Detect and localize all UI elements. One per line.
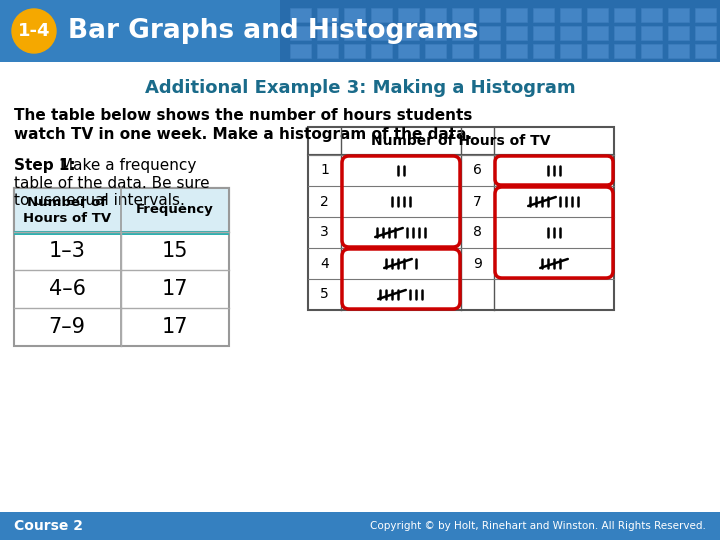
Bar bbox=[398, 26, 419, 40]
Bar bbox=[479, 44, 500, 58]
Bar bbox=[0, 512, 720, 540]
Bar bbox=[371, 44, 392, 58]
Bar bbox=[0, 0, 720, 62]
Bar bbox=[317, 44, 338, 58]
Bar bbox=[479, 26, 500, 40]
Bar bbox=[587, 26, 608, 40]
Bar bbox=[533, 26, 554, 40]
Bar bbox=[308, 127, 614, 155]
Bar bbox=[695, 8, 716, 22]
Bar bbox=[344, 26, 365, 40]
Bar bbox=[587, 8, 608, 22]
Bar bbox=[371, 26, 392, 40]
Text: 6: 6 bbox=[473, 164, 482, 178]
Text: 9: 9 bbox=[473, 256, 482, 271]
Bar bbox=[14, 188, 229, 346]
Bar bbox=[668, 44, 689, 58]
Bar bbox=[587, 44, 608, 58]
Bar bbox=[14, 231, 229, 235]
Text: to use equal intervals.: to use equal intervals. bbox=[14, 193, 185, 208]
Text: Bar Graphs and Histograms: Bar Graphs and Histograms bbox=[68, 18, 479, 44]
Text: 17: 17 bbox=[162, 317, 188, 337]
Text: Make a frequency: Make a frequency bbox=[60, 158, 197, 173]
Text: 7: 7 bbox=[473, 194, 482, 208]
Bar bbox=[452, 26, 473, 40]
Bar bbox=[641, 44, 662, 58]
Circle shape bbox=[12, 9, 56, 53]
Text: 5: 5 bbox=[320, 287, 329, 301]
Bar bbox=[560, 44, 581, 58]
Bar bbox=[371, 8, 392, 22]
Text: Step 1:: Step 1: bbox=[14, 158, 76, 173]
Bar bbox=[290, 8, 311, 22]
Text: Course 2: Course 2 bbox=[14, 519, 83, 533]
Bar bbox=[479, 8, 500, 22]
Bar bbox=[695, 44, 716, 58]
Bar bbox=[317, 8, 338, 22]
Bar bbox=[560, 26, 581, 40]
Bar bbox=[317, 26, 338, 40]
Bar bbox=[695, 26, 716, 40]
Bar bbox=[290, 26, 311, 40]
Text: Additional Example 3: Making a Histogram: Additional Example 3: Making a Histogram bbox=[145, 79, 575, 97]
Text: 15: 15 bbox=[162, 241, 188, 261]
Text: 4–6: 4–6 bbox=[48, 279, 86, 299]
Bar bbox=[614, 8, 635, 22]
Bar bbox=[14, 188, 229, 232]
Text: Number of Hours of TV: Number of Hours of TV bbox=[372, 134, 551, 148]
Text: Frequency: Frequency bbox=[136, 204, 214, 217]
Bar bbox=[308, 155, 614, 310]
Bar bbox=[641, 8, 662, 22]
Bar bbox=[614, 26, 635, 40]
Bar bbox=[452, 8, 473, 22]
Text: watch TV in one week. Make a histogram of the data.: watch TV in one week. Make a histogram o… bbox=[14, 126, 472, 141]
Bar bbox=[614, 44, 635, 58]
Bar bbox=[641, 26, 662, 40]
Bar bbox=[560, 8, 581, 22]
Bar bbox=[506, 8, 527, 22]
Text: table of the data. Be sure: table of the data. Be sure bbox=[14, 176, 210, 191]
Text: 4: 4 bbox=[320, 256, 329, 271]
Bar bbox=[290, 44, 311, 58]
Bar bbox=[398, 8, 419, 22]
Text: 2: 2 bbox=[320, 194, 329, 208]
Bar bbox=[280, 0, 720, 62]
Bar bbox=[506, 26, 527, 40]
Bar bbox=[668, 26, 689, 40]
Text: 1-4: 1-4 bbox=[18, 22, 50, 40]
Text: 7–9: 7–9 bbox=[48, 317, 86, 337]
Text: The table below shows the number of hours students: The table below shows the number of hour… bbox=[14, 109, 472, 124]
Bar bbox=[452, 44, 473, 58]
Bar bbox=[398, 44, 419, 58]
Bar bbox=[425, 44, 446, 58]
Text: 1: 1 bbox=[320, 164, 329, 178]
Text: 1–3: 1–3 bbox=[48, 241, 86, 261]
Bar bbox=[533, 8, 554, 22]
Text: 8: 8 bbox=[473, 226, 482, 240]
Bar bbox=[533, 44, 554, 58]
Bar bbox=[425, 8, 446, 22]
Text: Number of
Hours of TV: Number of Hours of TV bbox=[23, 195, 111, 225]
Text: 17: 17 bbox=[162, 279, 188, 299]
Bar bbox=[506, 44, 527, 58]
Bar bbox=[344, 44, 365, 58]
Bar bbox=[425, 26, 446, 40]
Bar bbox=[668, 8, 689, 22]
Bar bbox=[344, 8, 365, 22]
Text: 3: 3 bbox=[320, 226, 329, 240]
Text: Copyright © by Holt, Rinehart and Winston. All Rights Reserved.: Copyright © by Holt, Rinehart and Winsto… bbox=[370, 521, 706, 531]
